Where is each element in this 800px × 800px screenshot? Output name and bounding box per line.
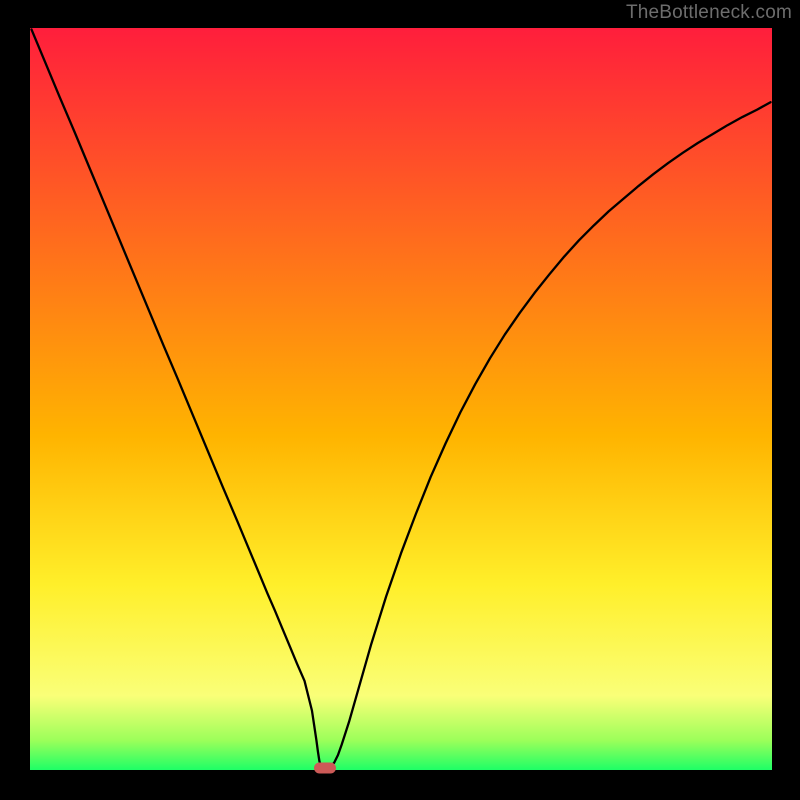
bottleneck-curve [30,28,772,770]
optimum-marker [314,762,336,773]
chart-plot-area [30,28,772,770]
watermark-text: TheBottleneck.com [626,2,792,24]
curve-path [31,29,770,767]
